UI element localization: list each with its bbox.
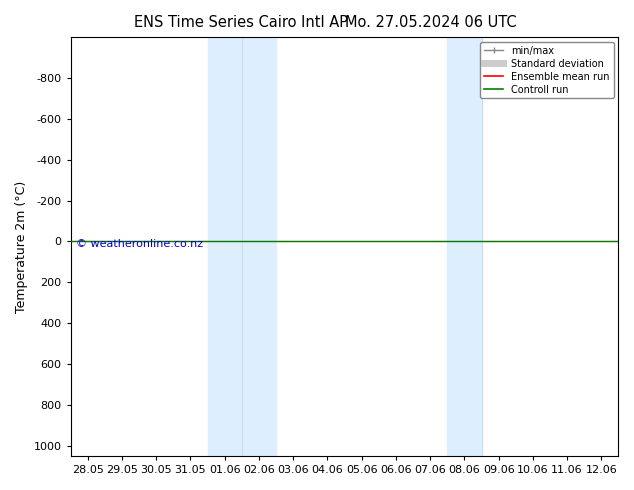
Text: ENS Time Series Cairo Intl AP: ENS Time Series Cairo Intl AP [134,15,348,30]
Bar [242,37,276,456]
Bar [447,37,481,456]
Y-axis label: Temperature 2m (°C): Temperature 2m (°C) [15,180,28,313]
Legend: min/max, Standard deviation, Ensemble mean run, Controll run: min/max, Standard deviation, Ensemble me… [480,42,614,98]
Bar [207,37,242,456]
Text: Mo. 27.05.2024 06 UTC: Mo. 27.05.2024 06 UTC [346,15,517,30]
Text: © weatheronline.co.nz: © weatheronline.co.nz [76,240,203,249]
